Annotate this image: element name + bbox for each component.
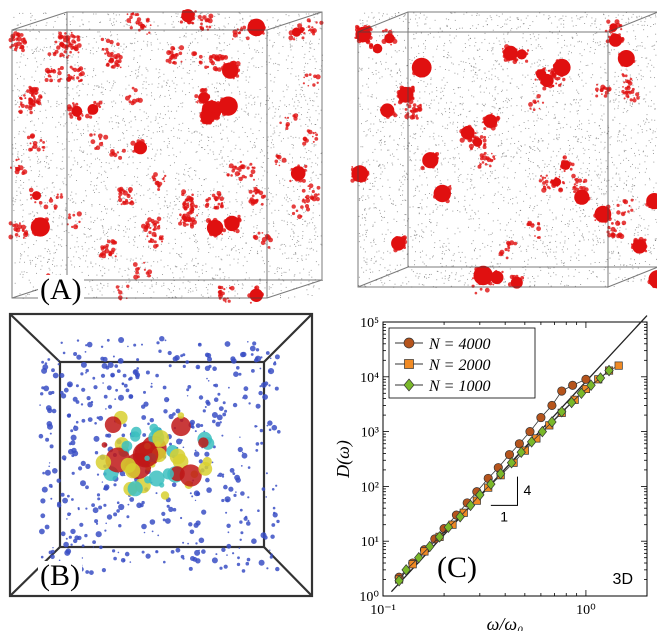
slope-rise-label: 4 (523, 482, 531, 498)
y-axis-label: D(ω) (333, 440, 354, 479)
panel-b: (B) (0, 308, 325, 631)
data-point (537, 413, 545, 421)
data-point (409, 561, 416, 568)
panel-a: (A) (0, 0, 657, 305)
legend-marker (404, 338, 414, 348)
legend-label: N = 4000 (428, 336, 490, 353)
legend-label: N = 1000 (428, 378, 490, 395)
panel-a-label: (A) (38, 275, 84, 305)
data-point (548, 401, 556, 409)
y-tick-label: 10⁵ (360, 316, 379, 331)
data-point (615, 362, 622, 369)
data-point (568, 381, 576, 389)
legend-marker (405, 360, 414, 369)
legend: N = 4000 N = 2000 N = 1000 (389, 328, 535, 398)
y-tick-label: 10³ (361, 426, 379, 441)
localized-clusters (350, 19, 657, 294)
panel-c-label: (C) (435, 553, 479, 583)
y-tick-label: 10¹ (361, 535, 379, 550)
legend-label: N = 2000 (428, 357, 490, 374)
slope-run-label: 1 (500, 508, 508, 524)
x-tick-label: 10⁰ (576, 603, 596, 618)
data-point (558, 387, 566, 395)
sphere-box (0, 308, 325, 598)
cube-left (0, 0, 340, 305)
spheres (39, 336, 281, 575)
y-tick-label: 10² (361, 480, 379, 495)
localized-clusters (8, 9, 323, 304)
x-axis-label: ω/ω₀ (487, 614, 524, 631)
cube-edges (12, 12, 322, 298)
cube-right (340, 0, 657, 305)
data-point (505, 450, 513, 458)
data-point (582, 375, 590, 383)
dimension-label: 3D (613, 571, 633, 588)
panel-b-label: (B) (38, 561, 82, 591)
x-tick-label: 10⁻¹ (370, 603, 396, 618)
y-tick-label: 10⁴ (360, 371, 379, 386)
